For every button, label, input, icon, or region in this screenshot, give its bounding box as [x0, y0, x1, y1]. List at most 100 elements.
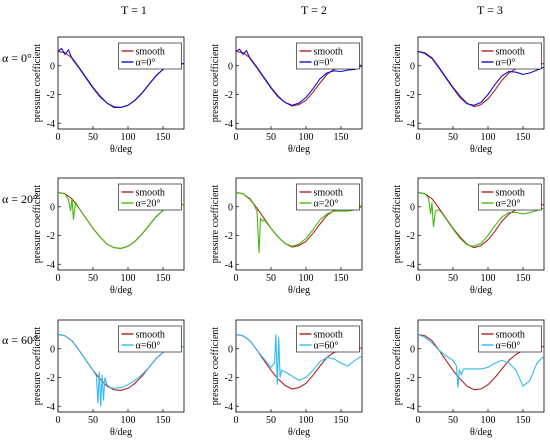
series-line: [58, 47, 184, 108]
series-group: [58, 191, 184, 249]
y-tick-label: -2: [407, 373, 415, 384]
y-tick-label: 0: [410, 61, 415, 72]
chart-panel: 0 50 100 150 -4 -2 0 θ/deg pressure coefficient s…: [210, 36, 363, 155]
x-tick-label: 50: [448, 415, 458, 426]
x-tick-label: 0: [416, 415, 421, 426]
x-tick-label: 150: [516, 132, 531, 143]
x-tick-label: 150: [334, 415, 349, 426]
legend-label: α=0°: [135, 58, 155, 69]
legend-label: smooth: [495, 330, 524, 341]
y-tick-label: -4: [47, 260, 55, 271]
legend-label: smooth: [313, 188, 342, 199]
x-axis-label: θ/deg: [288, 427, 310, 438]
y-axis-label: pressure coefficient: [210, 185, 221, 264]
y-axis-label: pressure coefficient: [32, 327, 43, 406]
x-tick-label: 100: [299, 273, 314, 284]
legend-label: smooth: [135, 47, 164, 58]
series-line: [58, 333, 184, 407]
x-tick-label: 50: [266, 273, 276, 284]
x-tick-label: 50: [88, 132, 98, 143]
x-tick-label: 50: [88, 415, 98, 426]
legend-box: [296, 42, 360, 70]
y-tick-label: -2: [47, 231, 55, 242]
x-tick-label: 50: [88, 273, 98, 284]
x-tick-label: 100: [121, 132, 136, 143]
y-tick-label: -4: [407, 119, 415, 130]
y-tick-label: -4: [47, 402, 55, 413]
series-group: [58, 47, 184, 108]
x-tick-label: 150: [156, 415, 171, 426]
legend-box: [118, 183, 182, 211]
y-axis-label: pressure coefficient: [392, 44, 403, 123]
legend-label: α=60°: [313, 341, 338, 352]
x-tick-label: 0: [416, 132, 421, 143]
legend-box: [478, 183, 542, 211]
panels-container: 0 50 100 150 -4 -2 0 θ/deg pressure coefficient s…: [32, 36, 545, 438]
x-tick-label: 0: [234, 132, 239, 143]
y-tick-label: -4: [225, 402, 233, 413]
x-tick-label: 150: [516, 415, 531, 426]
x-tick-label: 100: [121, 415, 136, 426]
legend-label: α=20°: [313, 199, 338, 210]
x-tick-label: 150: [516, 273, 531, 284]
x-tick-label: 100: [121, 273, 136, 284]
y-tick-label: -2: [47, 90, 55, 101]
legend-label: α=20°: [135, 199, 160, 210]
series-line: [236, 333, 362, 385]
legend-box: [296, 183, 360, 211]
y-axis-label: pressure coefficient: [392, 327, 403, 406]
chart-panel: 0 50 100 150 -4 -2 0 θ/deg pressure coefficient s…: [32, 319, 185, 438]
legend-label: smooth: [495, 47, 524, 58]
x-tick-label: 150: [156, 132, 171, 143]
y-axis-label: pressure coefficient: [210, 44, 221, 123]
y-tick-label: -4: [225, 260, 233, 271]
row-header-alpha0: α = 0°: [2, 51, 32, 65]
x-tick-label: 50: [448, 132, 458, 143]
y-axis-label: pressure coefficient: [32, 185, 43, 264]
x-axis-label: θ/deg: [288, 285, 310, 296]
y-tick-label: 0: [410, 202, 415, 213]
chart-panel: 0 50 100 150 -4 -2 0 θ/deg pressure coefficient s…: [210, 319, 363, 438]
series-line: [58, 191, 184, 249]
legend-label: α=0°: [313, 58, 333, 69]
y-tick-label: -2: [225, 90, 233, 101]
y-tick-label: 0: [50, 202, 55, 213]
legend-label: α=0°: [495, 58, 515, 69]
legend-label: α=60°: [495, 341, 520, 352]
x-axis-label: θ/deg: [470, 427, 492, 438]
y-tick-label: -2: [47, 373, 55, 384]
legend-label: smooth: [313, 47, 342, 58]
y-tick-label: 0: [410, 344, 415, 355]
series-line: [418, 50, 544, 106]
column-header-t3: T = 3: [477, 3, 503, 17]
x-tick-label: 0: [56, 415, 61, 426]
x-tick-label: 100: [481, 132, 496, 143]
column-header-t2: T = 2: [301, 3, 327, 17]
y-tick-label: 0: [50, 61, 55, 72]
x-tick-label: 0: [56, 132, 61, 143]
x-axis-label: θ/deg: [470, 285, 492, 296]
series-line: [236, 48, 362, 106]
x-axis-label: θ/deg: [288, 144, 310, 155]
x-axis-label: θ/deg: [110, 144, 132, 155]
series-line: [418, 333, 544, 388]
x-tick-label: 150: [156, 273, 171, 284]
chart-panel: 0 50 100 150 -4 -2 0 θ/deg pressure coefficient s…: [392, 177, 545, 296]
chart-panel: 0 50 100 150 -4 -2 0 θ/deg pressure coefficient s…: [32, 177, 185, 296]
series-line: [236, 191, 362, 253]
legend-box: [118, 325, 182, 353]
legend-label: smooth: [135, 188, 164, 199]
y-axis-label: pressure coefficient: [210, 327, 221, 406]
x-tick-label: 50: [448, 273, 458, 284]
x-tick-label: 0: [234, 415, 239, 426]
x-tick-label: 50: [266, 132, 276, 143]
chart-panel: 0 50 100 150 -4 -2 0 θ/deg pressure coefficient s…: [392, 36, 545, 155]
legend-box: [296, 325, 360, 353]
